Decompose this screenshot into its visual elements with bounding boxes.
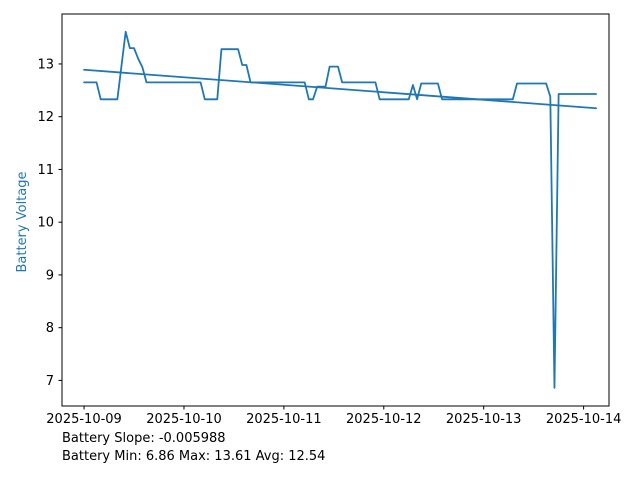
y-tick-label: 13 [37,57,54,72]
x-tick-label: 2025-10-09 [46,412,122,427]
x-tick-label: 2025-10-11 [246,412,322,427]
y-tick-label: 11 [37,163,54,178]
y-tick-label: 10 [37,216,54,231]
y-tick-label: 8 [46,321,54,336]
x-tick-label: 2025-10-13 [446,412,522,427]
y-tick-label: 12 [37,110,54,125]
battery-voltage-line [83,30,597,389]
trend-line [83,68,597,110]
x-tick-label: 2025-10-14 [546,412,622,427]
x-tick-label: 2025-10-12 [346,412,422,427]
y-tick-label: 9 [46,268,54,283]
y-tick-label: 7 [46,374,54,389]
stat-min-max-avg-text: Battery Min: 6.86 Max: 13.61 Avg: 12.54 [62,449,326,464]
y-axis-label: Battery Voltage [15,171,30,273]
stat-slope-text: Battery Slope: -0.005988 [62,431,226,446]
plot-border [61,13,610,407]
x-tick-label: 2025-10-10 [146,412,222,427]
